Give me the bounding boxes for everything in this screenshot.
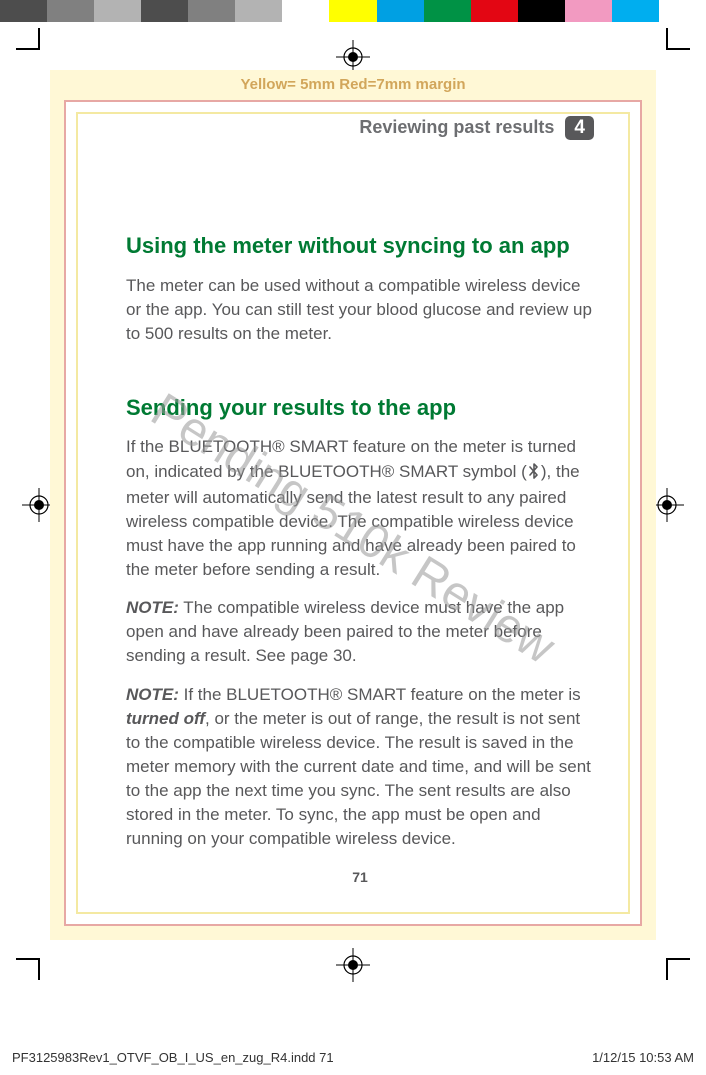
chapter-number: 4 [565, 116, 594, 140]
crop-tick [666, 958, 668, 980]
chapter-header: Reviewing past results 4 [126, 116, 594, 140]
section-heading: Sending your results to the app [126, 394, 594, 422]
print-footer: PF3125983Rev1_OTVF_OB_I_US_en_zug_R4.ind… [12, 1050, 694, 1065]
page-content: Reviewing past results 4 Using the meter… [126, 116, 594, 914]
registration-mark-icon [336, 948, 370, 982]
proof-frame: Yellow= 5mm Red=7mm margin Reviewing pas… [50, 70, 656, 940]
footer-filename: PF3125983Rev1_OTVF_OB_I_US_en_zug_R4.ind… [12, 1050, 334, 1065]
crop-tick [16, 48, 38, 50]
body-text: The meter can be used without a compatib… [126, 274, 594, 346]
red-margin-frame: Reviewing past results 4 Using the meter… [64, 100, 642, 926]
crop-tick [38, 28, 40, 50]
note-text: NOTE: If the BLUETOOTH® SMART feature on… [126, 683, 594, 852]
note-text: NOTE: The compatible wireless device mus… [126, 596, 594, 668]
color-calibration-bar [0, 0, 706, 22]
chapter-title: Reviewing past results [359, 117, 554, 137]
page-root: Yellow= 5mm Red=7mm margin Reviewing pas… [0, 0, 706, 1075]
crop-tick [666, 28, 668, 50]
body-text: If the BLUETOOTH® SMART feature on the m… [126, 435, 594, 582]
registration-mark-icon [336, 40, 370, 74]
crop-tick [38, 958, 40, 980]
footer-timestamp: 1/12/15 10:53 AM [592, 1050, 694, 1065]
crop-tick [16, 958, 38, 960]
crop-tick [668, 958, 690, 960]
section-heading: Using the meter without syncing to an ap… [126, 232, 594, 260]
bluetooth-icon [527, 462, 541, 486]
margin-note: Yellow= 5mm Red=7mm margin [50, 70, 656, 97]
crop-tick [668, 48, 690, 50]
page-number: 71 [126, 869, 594, 885]
